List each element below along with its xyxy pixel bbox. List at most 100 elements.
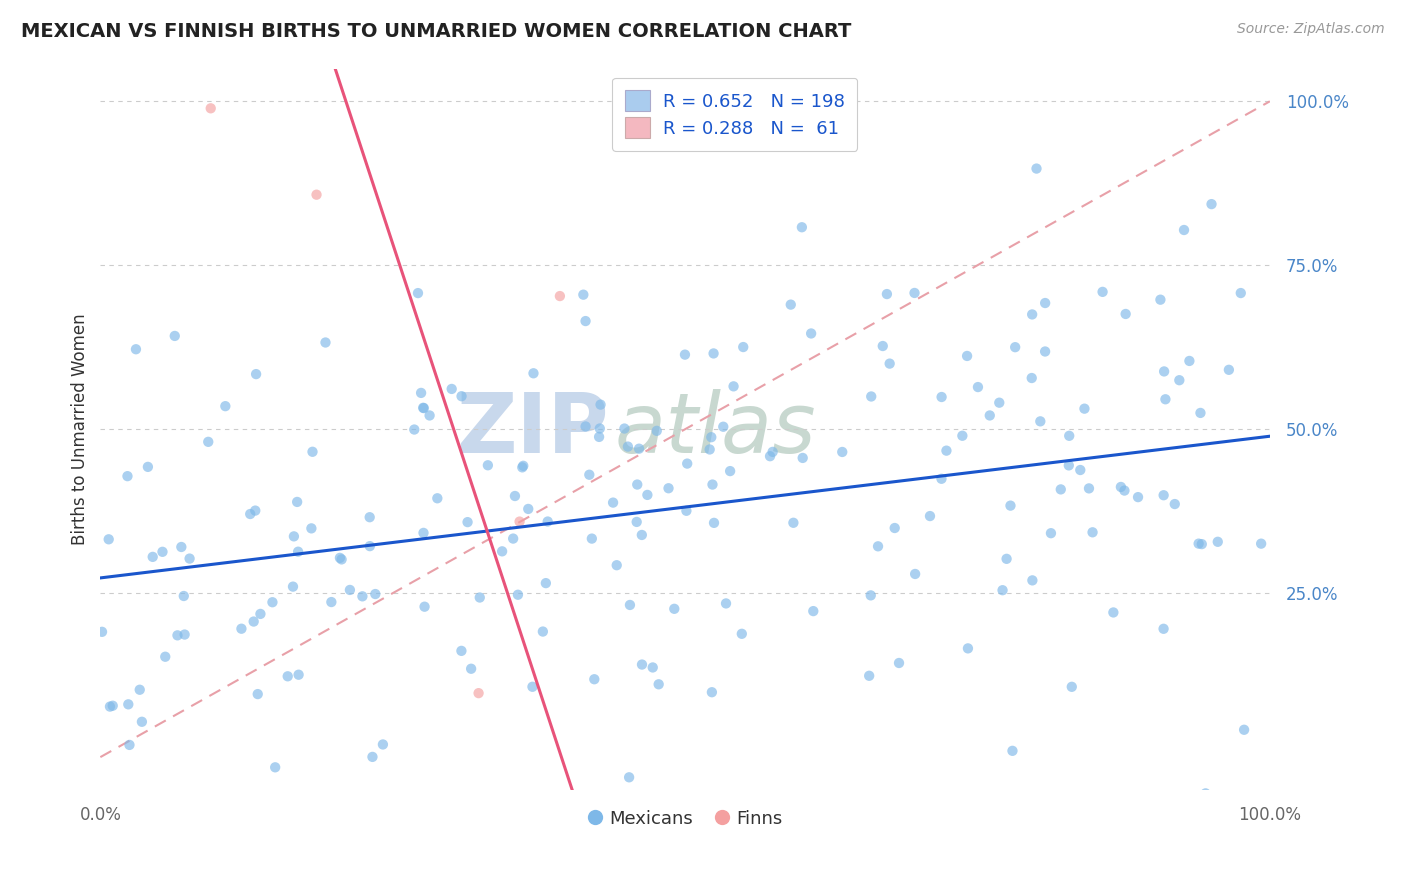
- Point: [1250, 536, 1272, 550]
- Point: [956, 349, 979, 363]
- Point: [152, 545, 174, 559]
- Point: [457, 515, 479, 529]
- Point: [1021, 574, 1043, 588]
- Point: [733, 340, 755, 354]
- Point: [125, 343, 148, 357]
- Point: [714, 596, 737, 610]
- Point: [531, 624, 554, 639]
- Point: [1049, 483, 1071, 497]
- Point: [1115, 307, 1137, 321]
- Point: [1081, 525, 1104, 540]
- Point: [1126, 490, 1149, 504]
- Point: [718, 464, 741, 478]
- Point: [412, 525, 434, 540]
- Point: [502, 532, 524, 546]
- Point: [782, 516, 804, 530]
- Point: [676, 457, 699, 471]
- Point: [359, 539, 381, 553]
- Point: [574, 419, 596, 434]
- Point: [409, 385, 432, 400]
- Point: [413, 599, 436, 614]
- Text: atlas: atlas: [614, 389, 817, 470]
- Point: [1057, 429, 1080, 443]
- Point: [991, 583, 1014, 598]
- Point: [1153, 488, 1175, 502]
- Point: [287, 667, 309, 681]
- Point: [883, 521, 905, 535]
- Point: [578, 467, 600, 482]
- Point: [675, 504, 697, 518]
- Point: [664, 602, 686, 616]
- Point: [214, 399, 236, 413]
- Point: [574, 314, 596, 328]
- Point: [509, 515, 531, 529]
- Point: [166, 628, 188, 642]
- Point: [879, 357, 901, 371]
- Point: [918, 509, 941, 524]
- Point: [626, 477, 648, 491]
- Point: [1218, 363, 1240, 377]
- Point: [700, 430, 723, 444]
- Point: [588, 430, 610, 444]
- Point: [339, 582, 361, 597]
- Point: [287, 544, 309, 558]
- Point: [1233, 723, 1256, 737]
- Point: [512, 458, 534, 473]
- Point: [956, 641, 979, 656]
- Point: [903, 285, 925, 300]
- Point: [1091, 285, 1114, 299]
- Point: [278, 40, 301, 54]
- Point: [673, 348, 696, 362]
- Point: [619, 598, 641, 612]
- Point: [412, 401, 434, 415]
- Point: [1154, 392, 1177, 407]
- Point: [264, 760, 287, 774]
- Point: [762, 445, 785, 459]
- Point: [1173, 223, 1195, 237]
- Point: [117, 698, 139, 712]
- Point: [1153, 364, 1175, 378]
- Point: [419, 409, 441, 423]
- Point: [406, 286, 429, 301]
- Point: [321, 595, 343, 609]
- Point: [314, 335, 336, 350]
- Point: [534, 576, 557, 591]
- Point: [1189, 406, 1212, 420]
- Point: [617, 770, 640, 784]
- Point: [364, 587, 387, 601]
- Point: [117, 469, 139, 483]
- Point: [412, 401, 434, 416]
- Point: [1029, 414, 1052, 428]
- Point: [979, 409, 1001, 423]
- Point: [277, 669, 299, 683]
- Point: [1206, 534, 1229, 549]
- Point: [581, 532, 603, 546]
- Point: [711, 419, 734, 434]
- Point: [941, 819, 963, 833]
- Point: [506, 588, 529, 602]
- Point: [702, 477, 724, 491]
- Point: [801, 604, 824, 618]
- Point: [467, 686, 489, 700]
- Point: [613, 421, 636, 435]
- Point: [636, 488, 658, 502]
- Point: [703, 516, 725, 530]
- Point: [522, 366, 544, 380]
- Point: [872, 339, 894, 353]
- Point: [352, 590, 374, 604]
- Point: [142, 549, 165, 564]
- Point: [1001, 744, 1024, 758]
- Point: [249, 607, 271, 621]
- Point: [866, 539, 889, 553]
- Point: [931, 472, 953, 486]
- Point: [1021, 307, 1043, 321]
- Point: [450, 644, 472, 658]
- Point: [301, 444, 323, 458]
- Point: [935, 443, 957, 458]
- Point: [967, 380, 990, 394]
- Point: [800, 326, 823, 341]
- Point: [1078, 482, 1101, 496]
- Text: Source: ZipAtlas.com: Source: ZipAtlas.com: [1237, 22, 1385, 37]
- Point: [200, 101, 222, 115]
- Point: [731, 627, 754, 641]
